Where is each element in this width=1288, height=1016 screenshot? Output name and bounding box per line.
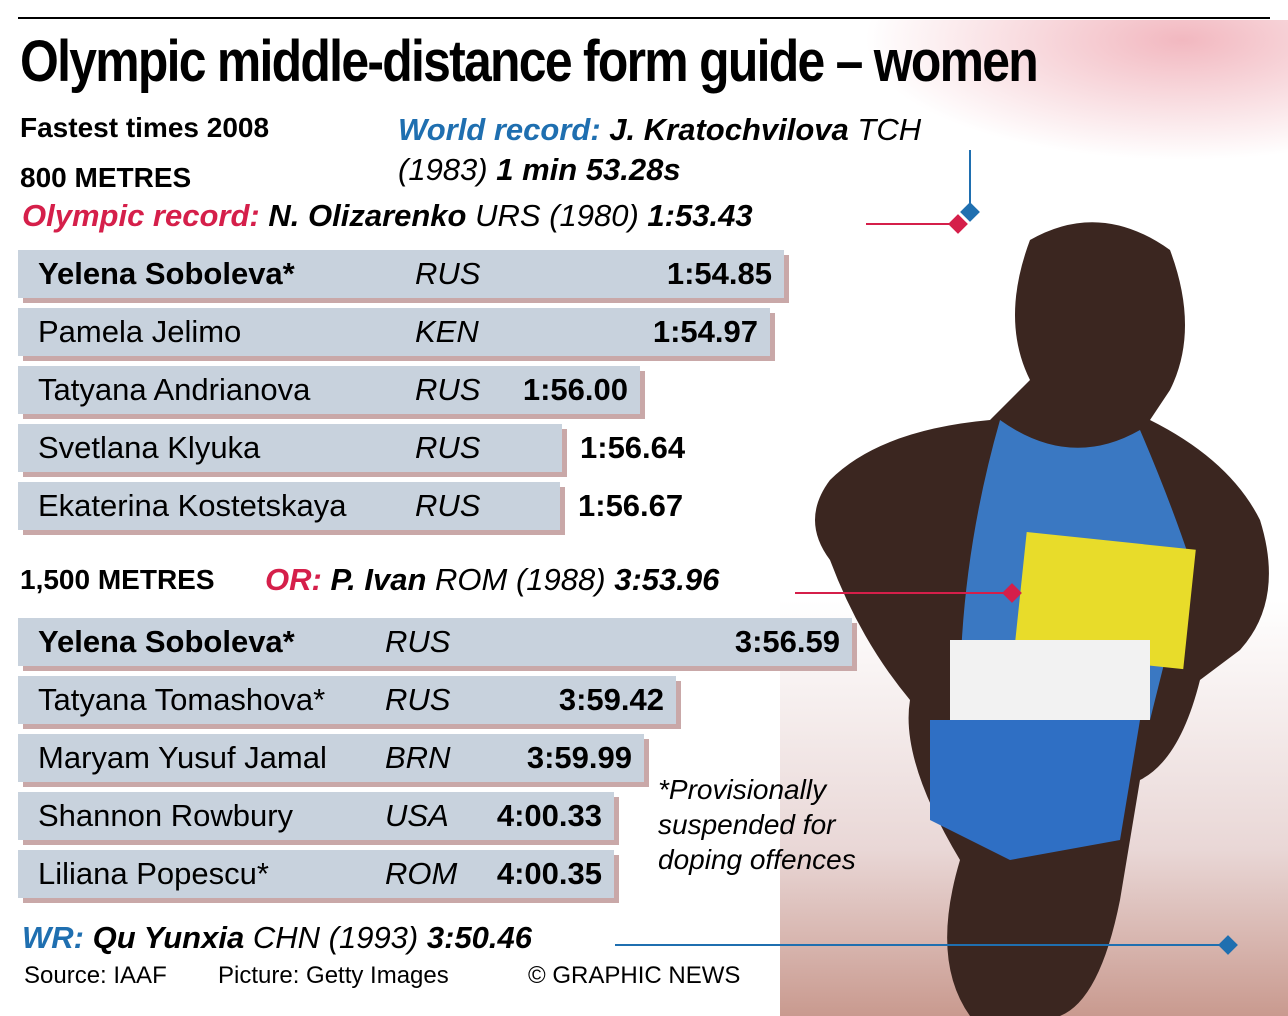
athlete-name: Yelena Soboleva* (38, 256, 295, 291)
record-label: WR: (22, 920, 84, 955)
record-time: 1 min 53.28s (496, 152, 681, 187)
athlete-time: 1:54.85 (666, 256, 772, 291)
row-bar (18, 482, 560, 530)
record-year: (1980) (549, 198, 639, 233)
athlete-country: BRN (385, 740, 451, 775)
record-year: (1983) (398, 152, 488, 187)
athlete-country: ROM (385, 856, 458, 891)
athlete-name: Pamela Jelimo (38, 314, 242, 349)
record-country: ROM (435, 562, 508, 597)
olympic-record: Olympic record: N. Olizarenko URS (1980)… (22, 198, 753, 234)
athlete-name: Yelena Soboleva* (38, 624, 295, 659)
athlete-time: 1:56.64 (580, 430, 686, 465)
footer-source: Source: IAAF (24, 962, 167, 989)
athlete-country: RUS (385, 624, 451, 659)
record-country: TCH (857, 112, 922, 147)
record-country: URS (475, 198, 541, 233)
athlete-name: Tatyana Tomashova* (38, 682, 326, 717)
row-bar (18, 308, 770, 356)
athlete-country: RUS (415, 488, 481, 523)
event-heading: 1,500 METRES (20, 564, 215, 595)
record-time: 3:53.96 (614, 562, 720, 597)
athlete-country: USA (385, 798, 449, 833)
record-label: Olympic record: (22, 198, 260, 233)
athlete-country: RUS (415, 372, 481, 407)
athlete-country: RUS (385, 682, 451, 717)
athlete-time: 4:00.35 (496, 856, 602, 891)
record-country: CHN (252, 920, 321, 955)
title: Olympic middle-distance form guide – wom… (20, 29, 1039, 94)
record-year: (1988) (515, 562, 606, 597)
athlete-name: Liliana Popescu* (38, 856, 269, 891)
record-holder: P. Ivan (330, 562, 427, 597)
record-year: (1993) (328, 920, 419, 955)
athlete-name: Tatyana Andrianova (38, 372, 311, 407)
athlete-time: 1:54.97 (652, 314, 758, 349)
record-time: 3:50.46 (426, 920, 533, 955)
record-label: World record: (398, 112, 601, 147)
footer-credit: © GRAPHIC NEWS (528, 962, 741, 989)
event-heading: 800 METRES (20, 162, 192, 193)
athlete-name: Shannon Rowbury (38, 798, 294, 833)
athlete-time: 3:56.59 (734, 624, 840, 659)
world-record: WR: Qu Yunxia CHN (1993) 3:50.46 (22, 920, 532, 956)
row-bar (18, 618, 852, 666)
athlete-time: 1:56.00 (522, 372, 628, 407)
athlete-time: 4:00.33 (496, 798, 602, 833)
athlete-country: KEN (415, 314, 479, 349)
athlete-name: Ekaterina Kostetskaya (38, 488, 347, 523)
record-holder: J. Kratochvilova (609, 112, 849, 147)
record-holder: N. Olizarenko (268, 198, 467, 233)
footer-picture: Picture: Getty Images (218, 962, 449, 989)
row-bar (18, 366, 640, 414)
athlete-time: 3:59.99 (526, 740, 632, 775)
record-time: 1:53.43 (647, 198, 753, 233)
athlete-time: 1:56.67 (578, 488, 684, 523)
athlete-country: RUS (415, 256, 481, 291)
row-bar (18, 850, 614, 898)
record-holder: Qu Yunxia (92, 920, 245, 955)
subtitle: Fastest times 2008 (20, 112, 270, 143)
row-bar (18, 734, 644, 782)
row-bar (18, 676, 676, 724)
athlete-name: Maryam Yusuf Jamal (38, 740, 327, 775)
row-bar (18, 424, 562, 472)
athlete-time: 3:59.42 (558, 682, 664, 717)
row-bar (18, 250, 784, 298)
record-label: OR: (265, 562, 322, 597)
note: *Provisionally suspended for doping offe… (658, 774, 856, 875)
athlete-name: Svetlana Klyuka (38, 430, 261, 465)
row-bar (18, 792, 614, 840)
olympic-record: OR: P. Ivan ROM (1988) 3:53.96 (265, 562, 719, 598)
athlete-country: RUS (415, 430, 481, 465)
world-record: World record: J. Kratochvilova TCH (1983)… (398, 110, 1018, 190)
